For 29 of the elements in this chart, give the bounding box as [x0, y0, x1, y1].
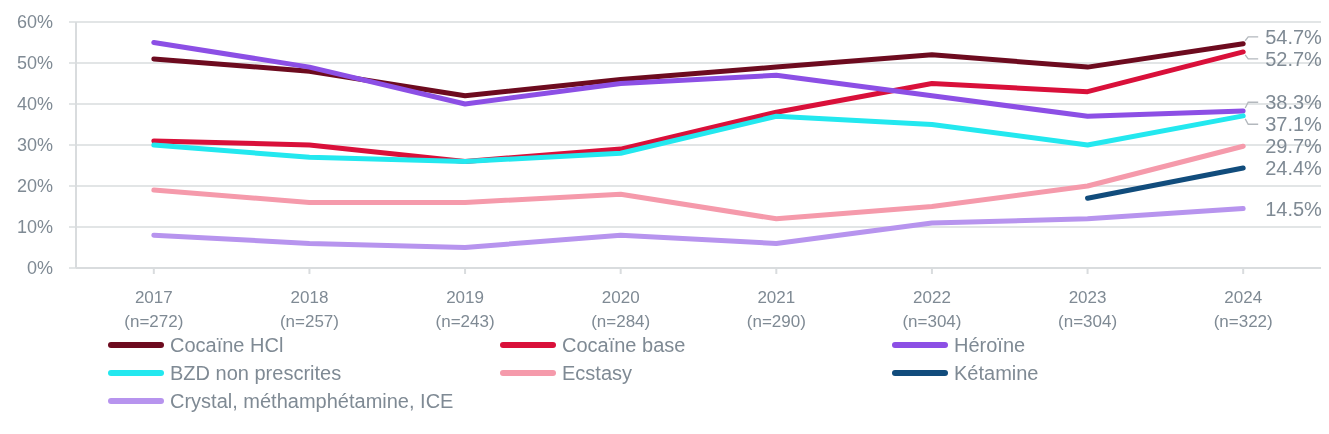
legend-label: Crystal, méthamphétamine, ICE [170, 390, 454, 412]
legend-label: BZD non prescrites [170, 362, 342, 384]
y-tick-label: 50% [16, 53, 53, 73]
data-label: 54.7% [1265, 25, 1323, 48]
x-tick-label: 2020 (n=284) [591, 288, 651, 331]
legend-label: Cocaïne HCl [170, 334, 284, 356]
data-label: 24.4% [1265, 157, 1323, 180]
y-tick-label: 0% [26, 258, 53, 278]
x-tick-label: 2019 (n=243) [435, 288, 495, 331]
y-tick-label: 60% [16, 12, 53, 32]
data-label: 38.3% [1265, 91, 1323, 114]
y-tick-label: 40% [16, 94, 53, 114]
y-tick-label: 20% [16, 176, 53, 196]
x-tick-label: 2024 (n=322) [1213, 288, 1273, 331]
x-tick-label: 2023 (n=304) [1058, 288, 1118, 331]
x-tick-label: 2021 (n=290) [746, 288, 806, 331]
legend-label: Ecstasy [562, 362, 633, 384]
legend-label: Cocaïne base [562, 334, 686, 356]
legend-label: Kétamine [954, 362, 1039, 384]
x-tick-label: 2022 (n=304) [902, 288, 962, 331]
data-label: 14.5% [1265, 197, 1323, 220]
x-tick-label: 2018 (n=257) [279, 288, 339, 331]
data-label: 29.7% [1265, 135, 1323, 158]
y-tick-label: 10% [16, 217, 53, 237]
x-tick-label: 2017 (n=272) [124, 288, 184, 331]
legend-label: Héroïne [954, 334, 1026, 356]
data-label: 37.1% [1265, 113, 1323, 136]
data-label: 52.7% [1265, 47, 1323, 70]
y-tick-label: 30% [16, 135, 53, 155]
